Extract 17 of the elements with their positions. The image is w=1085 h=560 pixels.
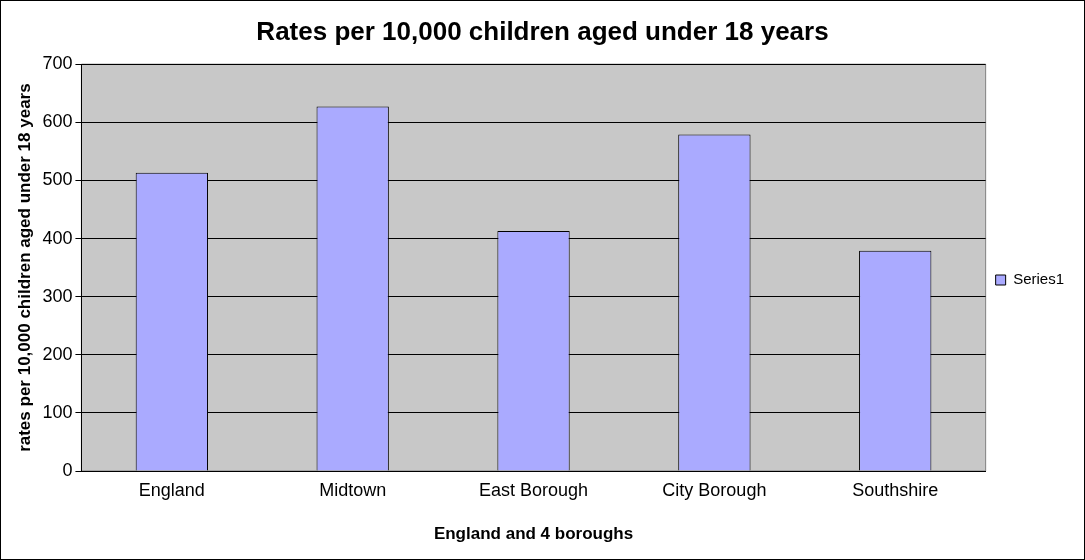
y-tick-label: 500 — [42, 169, 73, 190]
y-tick-label: 400 — [42, 227, 73, 248]
x-tick-label: City Borough — [662, 479, 767, 500]
x-tick-label: England — [138, 479, 205, 500]
legend-label: Series1 — [1013, 270, 1064, 288]
y-tick-label: 200 — [42, 343, 73, 364]
y-axis-title: rates per 10,000 children aged under 18 years — [14, 83, 34, 452]
x-tick-label: Southshire — [852, 479, 939, 500]
x-tick-label: Midtown — [319, 479, 387, 500]
y-tick-label: 300 — [42, 285, 73, 306]
y-tick-label: 700 — [42, 53, 73, 74]
y-tick-label: 0 — [62, 459, 73, 480]
x-axis-title: England and 4 boroughs — [433, 524, 634, 544]
y-tick-label: 100 — [42, 401, 73, 422]
chart-title: Rates per 10,000 children aged under 18 years — [256, 15, 829, 46]
x-tick-label: East Borough — [479, 479, 589, 500]
y-tick-label: 600 — [42, 111, 73, 132]
